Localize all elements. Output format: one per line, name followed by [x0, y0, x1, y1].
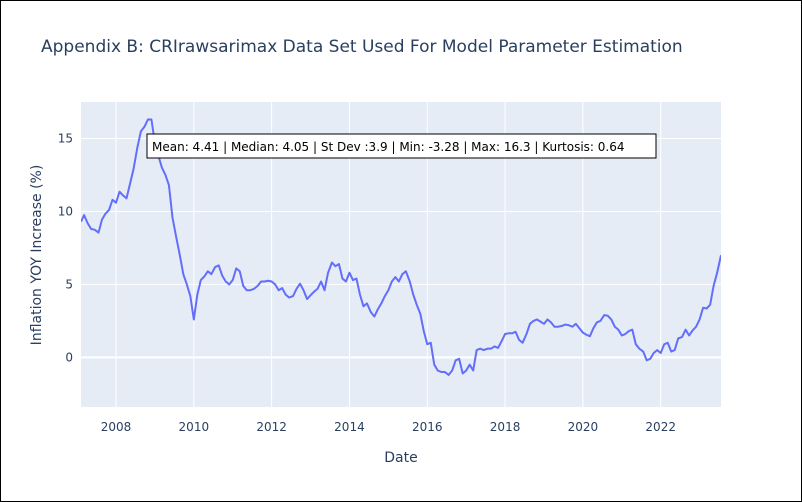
x-axis-title: Date: [384, 450, 417, 466]
stats-annotation-text: Mean: 4.41 | Median: 4.05 | St Dev :3.9 …: [152, 140, 625, 154]
y-axis-title: Inflation YOY Increase (%): [29, 165, 45, 346]
y-tick-label: 0: [65, 350, 73, 364]
series-line: [81, 118, 721, 376]
x-tick-label: 2020: [568, 420, 599, 434]
stats-annotation: Mean: 4.41 | Median: 4.05 | St Dev :3.9 …: [146, 133, 657, 159]
x-tick-label: 2012: [256, 420, 287, 434]
y-tick-label: 15: [58, 131, 73, 145]
tick-labels: 2008 2010 2012 2014 2016 2018 2020 2022 0 5 10 15: [58, 131, 676, 434]
x-tick-label: 2016: [412, 420, 443, 434]
x-tick-label: 2018: [490, 420, 521, 434]
x-tick-label: 2014: [334, 420, 365, 434]
x-tick-label: 2010: [179, 420, 210, 434]
x-tick-label: 2022: [645, 420, 676, 434]
series-layer: [81, 118, 721, 376]
stats-annotation-box: [146, 133, 657, 159]
x-tick-label: 2008: [101, 420, 132, 434]
chart-title: Appendix B: CRIrawsarimax Data Set Used …: [41, 37, 683, 57]
y-tick-label: 5: [65, 277, 73, 291]
y-tick-label: 10: [58, 204, 73, 218]
